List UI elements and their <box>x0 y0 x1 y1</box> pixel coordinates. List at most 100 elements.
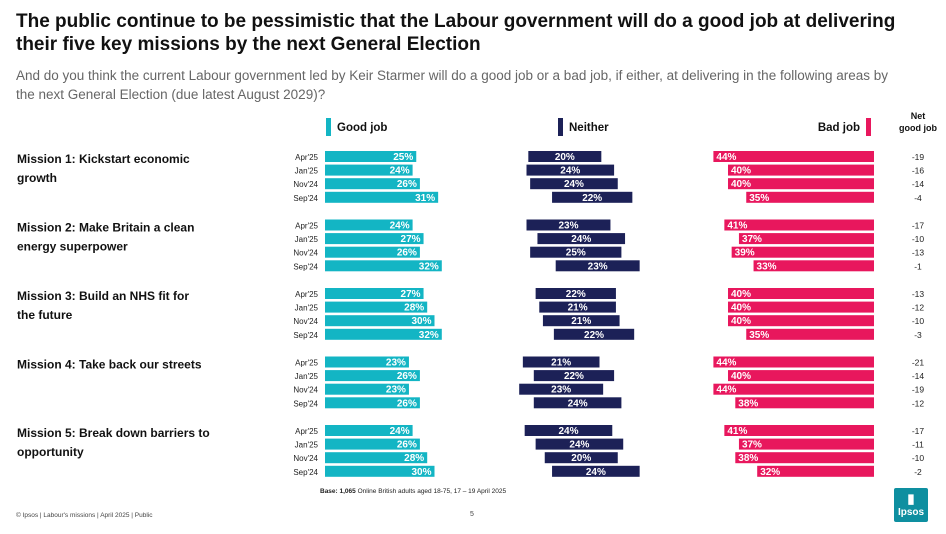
neither-bar <box>555 260 640 272</box>
mission-label-line2: energy superpower <box>17 240 128 254</box>
neither-bar <box>530 246 622 258</box>
period-label: Jan'25 <box>295 167 319 176</box>
period-label: Nov'24 <box>293 180 318 189</box>
good-bar <box>325 301 428 313</box>
net-value: -17 <box>912 221 925 231</box>
net-header-line1: Net <box>911 111 926 121</box>
good-value-label: 30% <box>411 316 431 327</box>
neither-value-label: 24% <box>558 426 578 437</box>
period-label: Jan'25 <box>295 372 319 381</box>
legend-neither-label: Neither <box>569 122 609 134</box>
neither-value-label: 22% <box>564 371 584 382</box>
neither-bar <box>526 164 615 176</box>
period-label: Apr'25 <box>295 290 318 299</box>
bad-bar <box>724 219 874 231</box>
neither-value-label: 23% <box>551 385 571 396</box>
bad-value-label: 35% <box>749 193 769 204</box>
neither-value-label: 24% <box>571 234 591 245</box>
bad-value-label: 38% <box>738 453 758 464</box>
neither-bar <box>542 315 620 327</box>
neither-value-label: 25% <box>566 248 586 259</box>
period-label: Jan'25 <box>295 304 319 313</box>
neither-value-label: 20% <box>555 152 575 163</box>
good-bar <box>325 356 409 368</box>
good-bar <box>325 452 428 464</box>
page-number: 5 <box>470 511 474 518</box>
neither-bar <box>552 191 633 203</box>
bad-bar <box>728 178 874 190</box>
legend-bad-swatch <box>866 118 871 136</box>
net-value: -10 <box>912 234 925 244</box>
bad-bar <box>738 233 874 245</box>
good-bar <box>325 260 442 272</box>
good-value-label: 24% <box>390 166 410 177</box>
bad-value-label: 40% <box>731 166 751 177</box>
good-bar <box>325 328 442 340</box>
period-label: Apr'25 <box>295 359 318 368</box>
bad-value-label: 41% <box>727 426 747 437</box>
bad-bar <box>728 288 874 299</box>
net-value: -2 <box>914 467 922 477</box>
neither-bar <box>519 383 604 395</box>
net-value: -12 <box>912 398 925 408</box>
good-value-label: 23% <box>386 358 406 369</box>
good-value-label: 26% <box>397 398 417 409</box>
bad-bar <box>746 328 874 340</box>
neither-bar <box>533 397 622 409</box>
period-label: Sep'24 <box>293 262 318 271</box>
neither-value-label: 24% <box>564 179 584 190</box>
good-bar <box>325 178 420 190</box>
bad-bar <box>713 383 874 395</box>
good-bar <box>325 219 413 231</box>
neither-bar <box>526 219 611 231</box>
good-bar <box>325 164 413 176</box>
neither-bar <box>522 356 600 368</box>
good-bar <box>325 233 424 245</box>
legend-good-swatch <box>326 118 331 136</box>
mission-label-line2: the future <box>17 308 73 322</box>
neither-bar <box>553 328 635 340</box>
bad-bar <box>713 151 874 162</box>
neither-bar <box>535 438 624 450</box>
bad-bar <box>724 425 874 436</box>
bad-bar <box>731 246 874 258</box>
bad-bar <box>746 191 874 203</box>
good-value-label: 28% <box>404 303 424 314</box>
bad-bar <box>738 438 874 450</box>
good-bar <box>325 370 420 382</box>
neither-bar <box>552 465 640 477</box>
neither-value-label: 21% <box>551 358 571 369</box>
ipsos-logo-text: Ipsos <box>897 507 925 518</box>
bad-bar <box>728 315 874 327</box>
legend-neither-swatch <box>558 118 563 136</box>
net-value: -10 <box>912 453 925 463</box>
good-value-label: 28% <box>404 453 424 464</box>
bad-value-label: 44% <box>716 385 736 396</box>
neither-value-label: 22% <box>566 289 586 300</box>
bad-bar <box>728 164 874 176</box>
good-bar <box>325 246 420 258</box>
net-header-line2: good job <box>899 123 937 133</box>
bad-value-label: 38% <box>738 398 758 409</box>
good-bar <box>325 288 424 299</box>
legend-bad-label: Bad job <box>818 122 860 134</box>
neither-bar <box>544 452 618 464</box>
legend-good-label: Good job <box>337 122 387 134</box>
period-label: Nov'24 <box>293 386 318 395</box>
bad-value-label: 40% <box>731 289 751 300</box>
mission-label-line2: opportunity <box>17 445 84 459</box>
good-value-label: 27% <box>401 234 421 245</box>
neither-value-label: 22% <box>582 193 602 204</box>
bad-value-label: 40% <box>731 303 751 314</box>
period-label: Nov'24 <box>293 454 318 463</box>
bad-value-label: 39% <box>735 248 755 259</box>
good-bar <box>325 383 409 395</box>
neither-value-label: 24% <box>560 166 580 177</box>
net-value: -13 <box>912 289 925 299</box>
neither-value-label: 24% <box>568 398 588 409</box>
net-value: -14 <box>912 179 925 189</box>
good-value-label: 26% <box>397 248 417 259</box>
net-value: -19 <box>912 152 925 162</box>
good-bar <box>325 465 435 477</box>
